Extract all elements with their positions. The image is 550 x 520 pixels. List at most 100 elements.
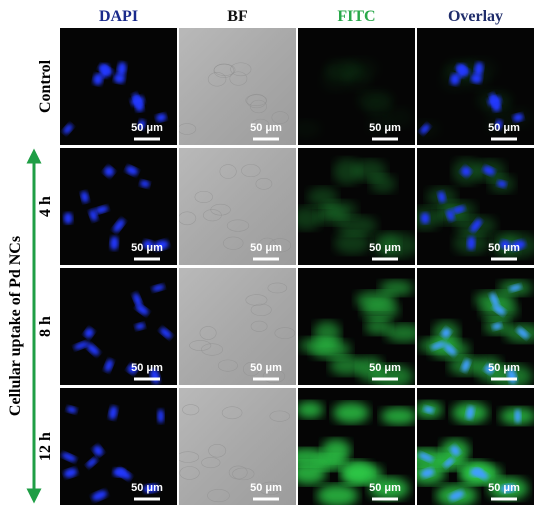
bf-cell (258, 237, 276, 252)
nucleus (86, 457, 97, 468)
nucleus (143, 484, 159, 493)
bf-cell (250, 320, 268, 332)
scale-bar-label: 50 μm (369, 362, 401, 374)
panel-content (417, 28, 534, 145)
row-label: 12 h (37, 432, 54, 461)
nucleus (423, 406, 434, 414)
nucleus (500, 484, 516, 493)
nucleus (496, 180, 507, 188)
nucleus (420, 212, 430, 224)
nucleus (492, 322, 503, 330)
panel-content (417, 268, 534, 385)
panel-content (417, 388, 534, 505)
nucleus (139, 180, 150, 188)
nucleus (420, 468, 435, 478)
bf-background (179, 28, 296, 145)
bf-cell (223, 236, 244, 250)
nucleus (135, 322, 146, 330)
nucleus (61, 452, 77, 462)
nucleus (418, 452, 434, 462)
bf-cell (217, 359, 238, 372)
micrograph-panel: 50 μm (179, 148, 296, 265)
bf-cell (262, 369, 286, 384)
bf-cell (179, 451, 200, 463)
fitc-signal (298, 461, 327, 485)
nucleus (443, 343, 457, 356)
nucleus (135, 304, 149, 316)
nucleus (499, 239, 511, 250)
scale-bar-label: 50 μm (250, 482, 282, 494)
nucleus (130, 96, 145, 107)
fitc-signal (369, 477, 410, 500)
bf-cell (245, 294, 268, 306)
micrograph-panel: 50 μm (179, 268, 296, 385)
column-header: FITC (337, 8, 375, 25)
nucleus (63, 212, 73, 224)
micrograph-panel: 50 μm (417, 388, 534, 505)
bf-cell (232, 467, 255, 481)
nucleus (86, 343, 100, 356)
nucleus (451, 205, 466, 214)
nucleus (80, 191, 89, 203)
scale-bar-label: 50 μm (131, 242, 163, 254)
nucleus (142, 239, 154, 250)
micrograph-panel: 50 μm (60, 388, 177, 505)
panel-content (298, 388, 415, 505)
nucleus (514, 409, 522, 424)
panel-content (179, 268, 296, 385)
bf-cell (221, 406, 243, 420)
nucleus (93, 73, 103, 86)
fitc-signal (332, 402, 370, 424)
row-label: 4 h (37, 196, 54, 217)
nucleus (152, 284, 165, 292)
scale-bar-label: 50 μm (488, 482, 520, 494)
nucleus (113, 467, 126, 477)
column-header: DAPI (99, 8, 138, 25)
nucleus (113, 73, 125, 84)
nucleus (108, 405, 118, 420)
scale-bar-label: 50 μm (488, 362, 520, 374)
panel-content (60, 148, 177, 265)
nucleus (470, 218, 482, 233)
fitc-signal (361, 299, 399, 320)
fitc-signal (307, 187, 338, 207)
fitc-signal (380, 407, 415, 425)
fitc-signal (369, 174, 396, 193)
nucleus (516, 327, 529, 339)
bf-cell (242, 362, 260, 377)
nucleus (138, 119, 146, 130)
bf-cell (245, 94, 267, 107)
nucleus (466, 236, 476, 251)
row-label: Control (37, 59, 54, 113)
bf-cell (194, 190, 213, 203)
nucleus (109, 236, 119, 251)
bf-cell (255, 178, 273, 190)
micrograph-panel: 50 μm (179, 388, 296, 505)
nucleus (474, 62, 484, 77)
nucleus (157, 409, 165, 424)
nucleus (461, 359, 471, 372)
nucleus (482, 165, 495, 176)
nucleus (125, 165, 138, 176)
dark-background (60, 28, 177, 145)
fitc-signal (316, 484, 359, 505)
nucleus (448, 490, 465, 501)
panel-content (417, 148, 534, 265)
panel-content (179, 28, 296, 145)
bf-cell (207, 72, 227, 87)
bf-cell (179, 123, 197, 135)
scale-bar-label: 50 μm (488, 122, 520, 134)
bf-cell (269, 238, 292, 253)
bf-cell (179, 211, 197, 226)
micrograph-panel: 50 μm (60, 28, 177, 145)
scale-bar-label: 50 μm (131, 482, 163, 494)
nucleus (63, 124, 73, 134)
panel-content (179, 388, 296, 505)
nucleus (153, 240, 169, 251)
row-label: 8 h (37, 316, 54, 337)
fitc-signal (379, 232, 415, 258)
nucleus (100, 63, 110, 78)
nucleus (159, 327, 172, 339)
nucleus (490, 292, 499, 308)
nucleus (512, 113, 524, 122)
